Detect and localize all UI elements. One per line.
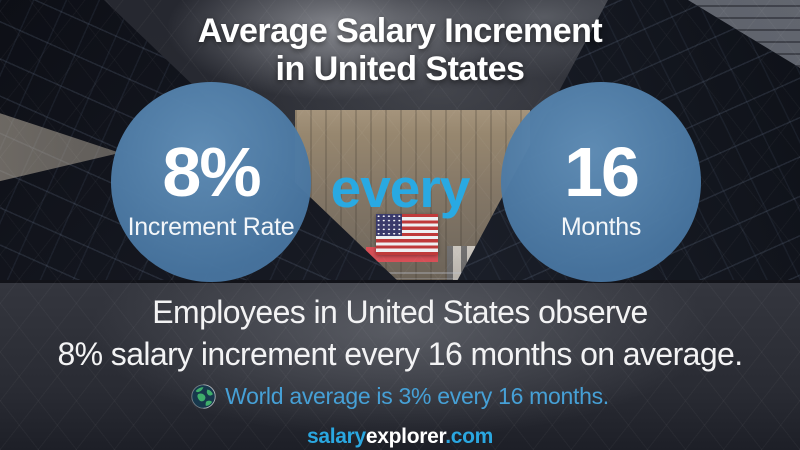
title-line-2: in United States <box>275 50 525 88</box>
us-flag-icon <box>376 214 438 255</box>
us-flag-canton <box>376 214 402 236</box>
summary-line-1: Employees in United States observe <box>152 294 648 330</box>
months-circle: 16 Months <box>501 82 701 282</box>
every-word: every <box>330 157 471 219</box>
summary-line-2: 8% salary increment every 16 months on a… <box>57 336 743 372</box>
footer-brand-explorer: explorer <box>365 425 446 448</box>
building-ledge <box>0 272 800 274</box>
summary-band-background <box>0 283 800 450</box>
globe-icon <box>191 384 216 409</box>
title-line-1: Average Salary Increment <box>197 12 603 50</box>
footer-brand-salary: salary <box>306 425 366 448</box>
building-ledge-thin <box>0 278 800 279</box>
world-average-text: World average is 3% every 16 months. <box>225 383 609 409</box>
page-title: Average Salary Increment in United State… <box>0 12 800 88</box>
months-value: 16 <box>564 132 640 211</box>
footer-brand-link[interactable]: salaryexplorer.com <box>0 425 800 449</box>
months-label: Months <box>560 212 642 241</box>
increment-rate-circle: 8% Increment Rate <box>111 82 311 282</box>
increment-rate-value: 8% <box>162 132 261 211</box>
footer-brand-tld: .com <box>445 425 494 448</box>
increment-rate-label: Increment Rate <box>127 212 295 241</box>
world-average-line: World average is 3% every 16 months. <box>0 383 800 410</box>
band-separator <box>0 280 800 283</box>
